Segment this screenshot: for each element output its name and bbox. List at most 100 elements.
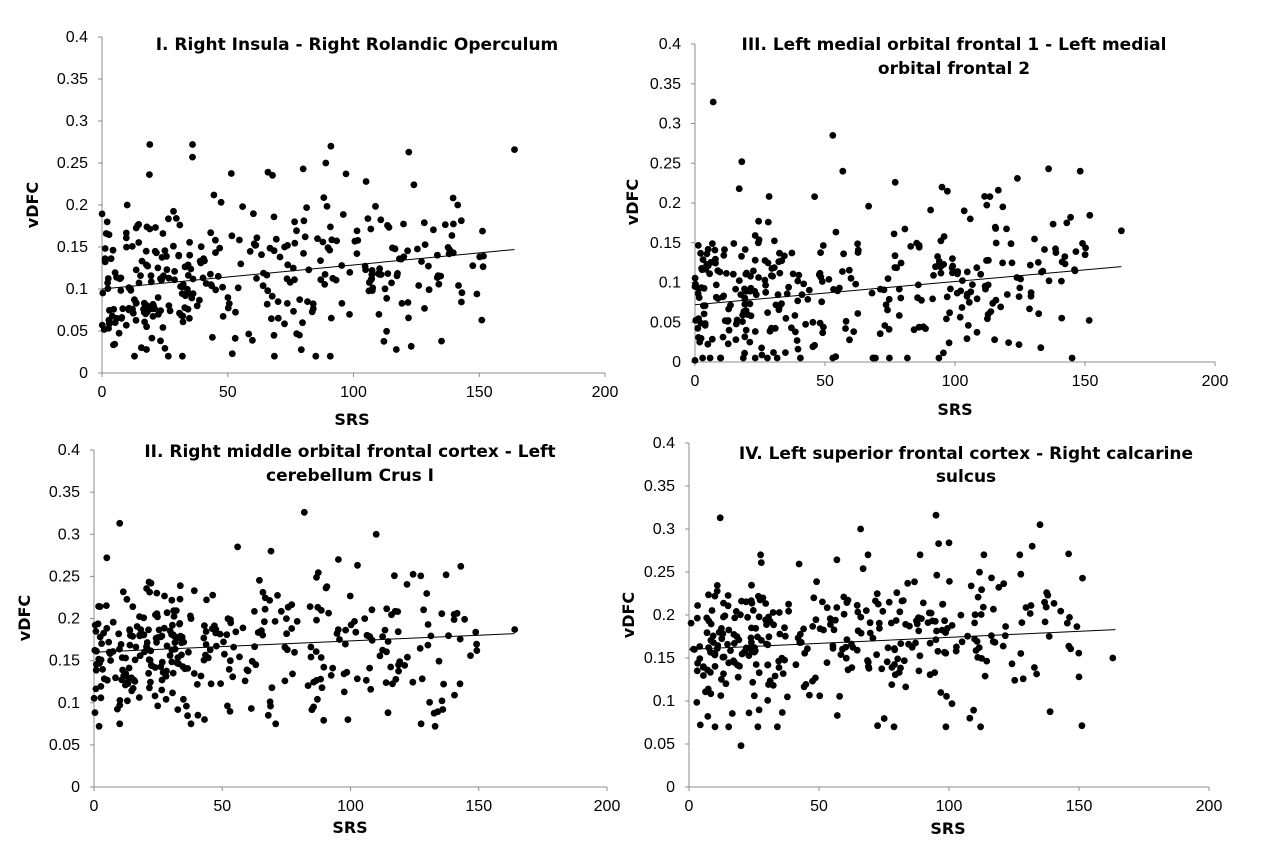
data-point [771,237,778,245]
data-point [918,296,925,304]
data-point [1118,227,1125,235]
data-point [700,310,708,318]
data-point [884,275,892,282]
data-point [990,605,997,613]
data-point [788,324,795,332]
data-point [442,571,450,579]
data-point [320,716,328,724]
data-point [781,632,789,640]
data-point [163,609,171,617]
data-point [755,613,763,621]
data-point [712,281,720,289]
data-point [727,647,734,654]
data-point [91,709,99,716]
data-point [785,600,792,608]
data-point [755,706,763,714]
data-point [716,514,724,522]
data-point [145,578,153,586]
data-point [1014,175,1021,182]
data-point [272,720,280,728]
y-tick-label: 0.15 [650,235,681,252]
data-point [314,695,321,703]
data-point [277,607,285,615]
data-point [97,683,105,690]
data-point [147,272,155,280]
data-point [404,653,411,661]
data-point [735,185,743,193]
data-point [128,243,136,250]
data-point [375,270,382,278]
data-point [228,232,236,240]
data-point [154,702,162,710]
data-point [354,561,361,569]
data-point [161,592,168,600]
data-point [942,649,950,657]
data-point [125,664,133,672]
x-tick-label: 200 [594,798,621,815]
y-tick-label: 0.3 [66,113,88,130]
data-point [847,274,855,282]
data-point [138,257,146,265]
data-point [1035,310,1043,318]
data-point [458,289,466,297]
data-point [706,354,714,362]
data-point [241,677,249,685]
panel-I-ylabel: vDFC [23,182,42,228]
data-point [817,249,824,256]
data-point [973,264,981,272]
data-point [145,656,153,664]
data-point [764,697,772,704]
data-point [764,218,772,226]
data-point [281,643,289,651]
data-point [228,350,236,358]
data-point [994,186,1002,194]
data-point [314,603,322,611]
data-point [153,589,161,597]
data-point [713,582,721,589]
data-point [124,697,131,705]
data-point [171,633,178,640]
data-point [391,572,398,580]
data-point [312,352,320,360]
data-point [713,587,721,595]
data-point [800,683,808,691]
trend-line [101,249,515,290]
data-point [146,684,153,692]
data-point [1063,219,1071,227]
data-point [184,712,192,720]
data-point [742,326,750,334]
data-point [383,327,390,335]
data-point [170,207,177,215]
data-point [985,256,992,264]
data-point [346,311,353,318]
data-point [823,659,831,666]
data-point [168,646,176,654]
data-point [105,648,113,656]
data-point [809,677,816,685]
data-point [231,334,239,342]
data-point [918,615,925,622]
data-point [417,572,425,580]
data-point [327,223,334,231]
panel-IV-ylabel: vDFC [619,592,638,638]
data-point [381,285,389,293]
data-point [95,659,103,667]
data-point [148,334,156,342]
data-point [1049,220,1057,228]
data-point [995,584,1003,591]
y-tick-label: 0 [666,779,675,796]
panel-IV-xlabel: SRS [930,819,965,838]
data-point [840,593,848,601]
data-point [1017,650,1025,657]
data-point [457,562,465,570]
data-point [199,274,207,282]
data-point [217,198,225,206]
data-point [926,639,934,647]
data-point [876,625,883,632]
data-point [971,635,978,643]
data-point [852,280,860,288]
data-point [791,312,799,319]
data-point [440,680,447,688]
data-point [721,612,729,620]
data-point [304,682,312,689]
